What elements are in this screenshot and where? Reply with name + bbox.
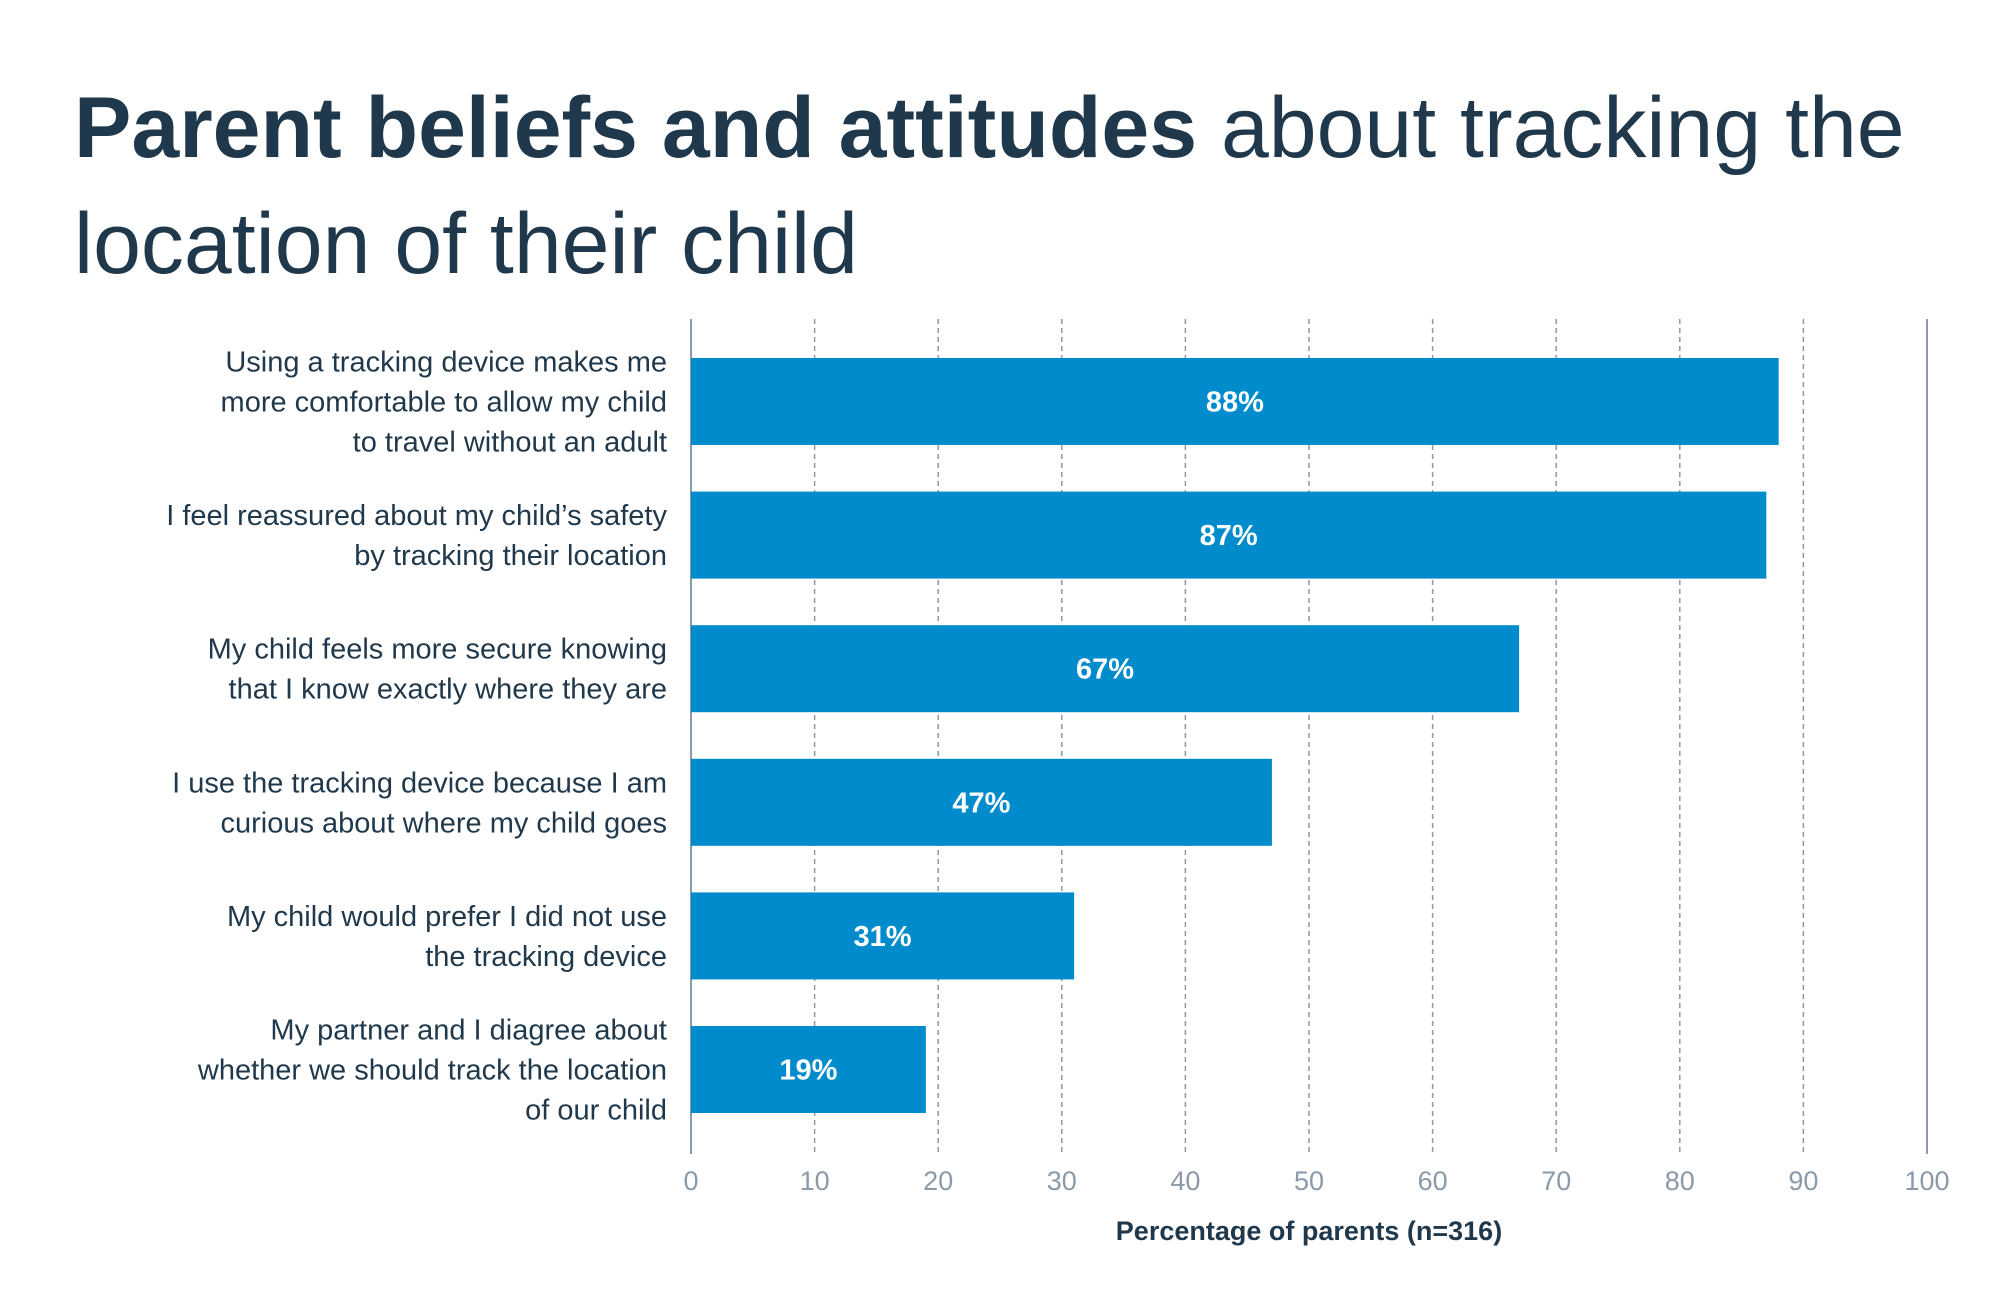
category-label: My partner and I diagree about whether we…	[197, 1015, 667, 1127]
category-label-line: I feel reassured about my child’s safety	[166, 500, 667, 532]
chart-title-bold: Parent beliefs and attitudes	[74, 80, 1198, 176]
category-label-line: whether we should track the location	[197, 1055, 667, 1087]
bar	[691, 491, 1767, 579]
category-label-line: by tracking their location	[354, 540, 667, 572]
category-label-line: more comfortable to allow my child	[221, 387, 667, 419]
x-axis-title: Percentage of parents (n=316)	[1116, 1216, 1502, 1246]
category-label: My child would prefer I did not use the t…	[227, 901, 667, 973]
category-label-line: the tracking device	[425, 941, 667, 973]
category-label: Using a tracking device makes me more com…	[221, 347, 667, 459]
chart-title-rest: about tracking the location of their chi…	[74, 80, 1905, 292]
category-label-line: My child feels more secure knowing	[208, 634, 667, 666]
bar	[691, 892, 1075, 980]
chart-title: Parent beliefs and attitudes about track…	[74, 70, 1954, 302]
x-tick-label: 50	[1294, 1166, 1324, 1196]
bar	[691, 625, 1520, 713]
data-label: 47%	[952, 787, 1010, 819]
data-label: 67%	[1076, 654, 1134, 686]
data-label: 88%	[1206, 387, 1264, 419]
data-label: 19%	[779, 1055, 837, 1087]
x-tick-label: 20	[923, 1166, 953, 1196]
x-tick-label: 40	[1170, 1166, 1200, 1196]
category-label-line: of our child	[525, 1095, 667, 1127]
category-label: My child feels more secure knowing that I…	[208, 634, 667, 706]
category-label-line: curious about where my child goes	[220, 807, 667, 839]
x-tick-label: 0	[683, 1166, 698, 1196]
x-tick-label: 10	[800, 1166, 830, 1196]
x-tick-label: 60	[1418, 1166, 1448, 1196]
x-tick-label: 80	[1665, 1166, 1695, 1196]
bar	[691, 1026, 926, 1113]
category-label-line: that I know exactly where they are	[229, 674, 667, 706]
category-label-line: My child would prefer I did not use	[227, 901, 667, 933]
bar	[691, 758, 1272, 846]
category-label: I use the tracking device because I am cu…	[172, 767, 667, 839]
category-label-line: I use the tracking device because I am	[172, 767, 667, 799]
bar	[691, 358, 1779, 445]
x-tick-label: 100	[1904, 1166, 1949, 1196]
x-tick-label: 70	[1541, 1166, 1571, 1196]
x-tick-label: 30	[1047, 1166, 1077, 1196]
data-label: 31%	[854, 921, 912, 953]
data-label: 87%	[1200, 520, 1258, 552]
category-label-line: My partner and I diagree about	[270, 1015, 667, 1047]
category-label-line: to travel without an adult	[353, 427, 667, 459]
category-label-line: Using a tracking device makes me	[225, 347, 667, 379]
x-tick-label: 90	[1788, 1166, 1818, 1196]
category-label: I feel reassured about my child’s safety…	[166, 500, 667, 572]
